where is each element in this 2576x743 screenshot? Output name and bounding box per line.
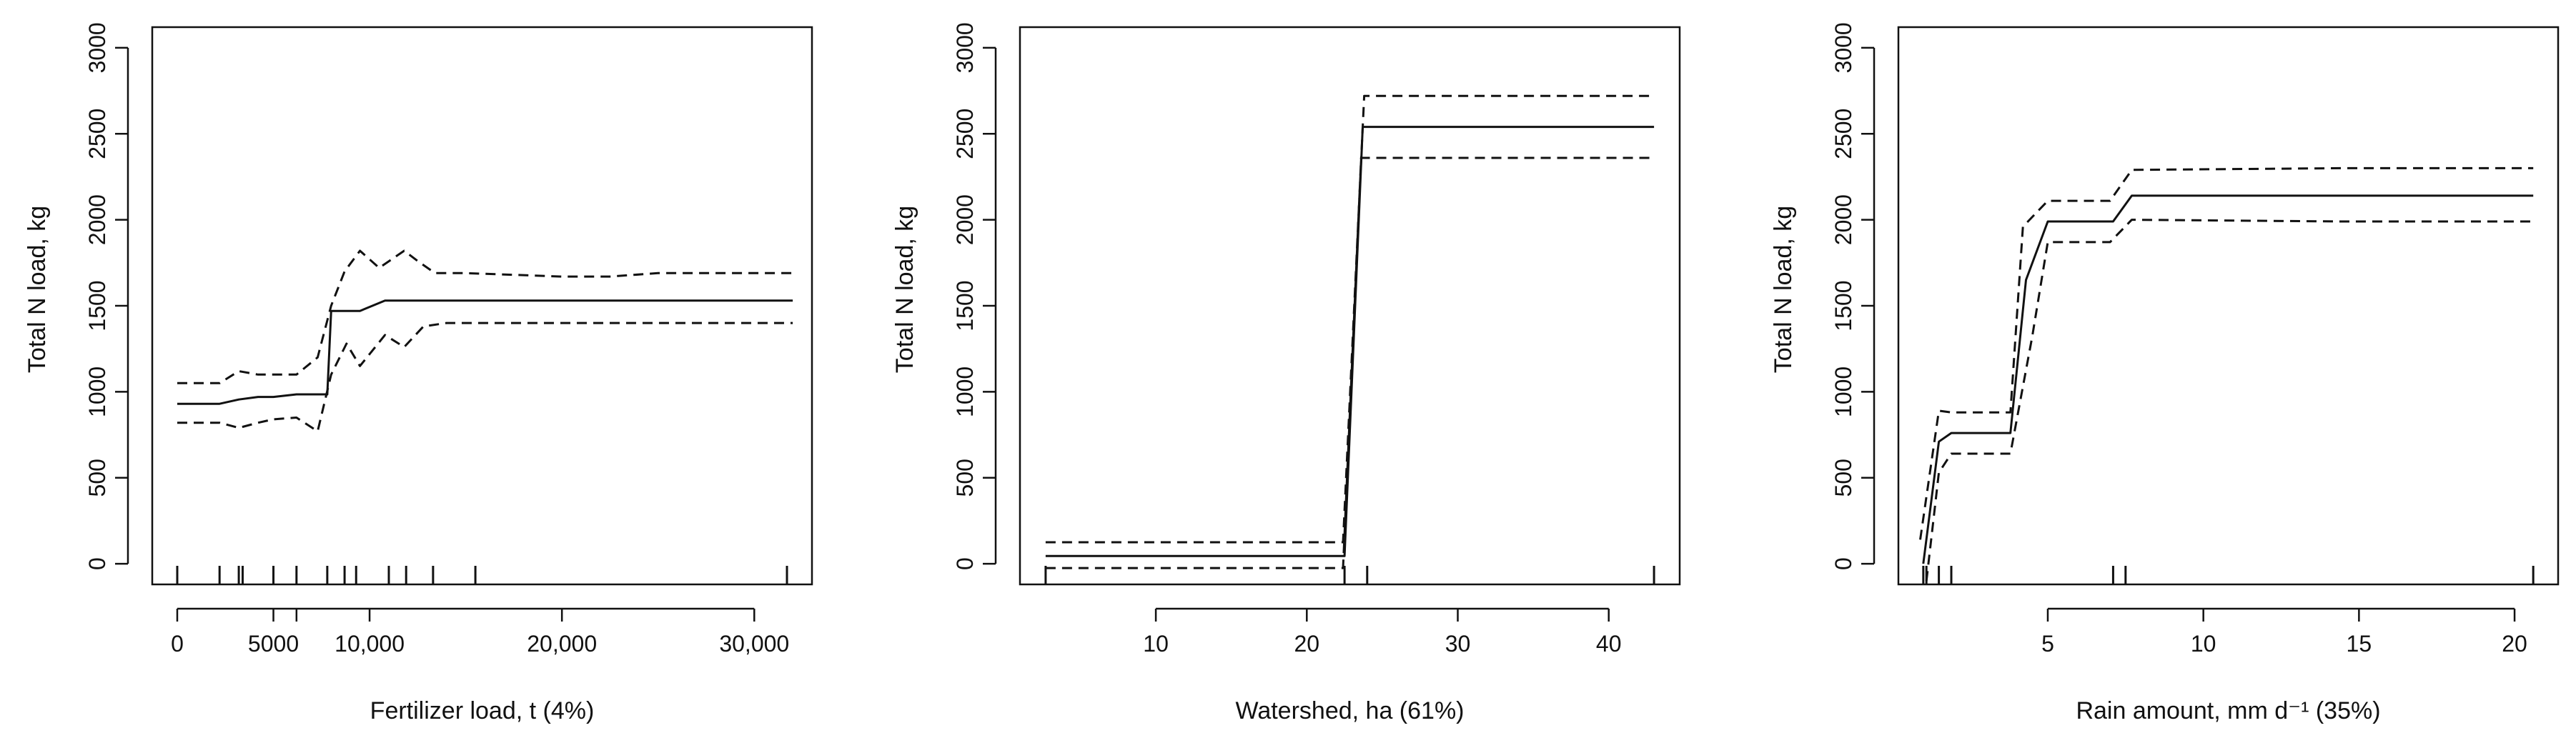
- x-tick-label: 5: [2041, 631, 2054, 657]
- panel-watershed: 10 20 30 40 0 500 1000 1500 2000 2500 3000 Watershe…: [891, 22, 1681, 724]
- x-tick-label: 40: [1596, 631, 1622, 657]
- y-tick-label: 1500: [952, 280, 978, 331]
- x-tick-label: 0: [171, 631, 184, 657]
- y-tick-label: 1500: [1831, 280, 1856, 331]
- estimate-line: [1922, 194, 2534, 564]
- plot-frame: [1019, 26, 1681, 586]
- x-tick-label: 10: [1143, 631, 1169, 657]
- panel-rain: 5 10 15 20 0 500 1000 1500 2000 2500 3000 Rain amou…: [1770, 22, 2560, 724]
- x-tick-label: 5000: [248, 631, 299, 657]
- x-tick-label: 15: [2347, 631, 2372, 657]
- confidence-band-line: [1045, 94, 1655, 544]
- y-tick-label: 0: [952, 557, 978, 570]
- y-tick-label: 1500: [84, 280, 110, 331]
- x-axis-title: Fertilizer load, t (4%): [370, 697, 595, 724]
- y-tick-label: 500: [84, 459, 110, 497]
- confidence-band-line: [177, 249, 793, 384]
- panel-fertilizer: 0 5000 10,000 20,000 30,000 0 500 1000 1500 2000 2…: [24, 22, 813, 724]
- y-axis-title: Total N load, kg: [24, 206, 51, 373]
- y-tick-label: 2000: [952, 194, 978, 245]
- x-tick-label: 10: [2191, 631, 2216, 657]
- y-tick-label: 2500: [84, 109, 110, 159]
- y-tick-label: 3000: [84, 22, 110, 73]
- confidence-band-line: [1925, 219, 2534, 582]
- y-tick-label: 1000: [84, 366, 110, 417]
- y-tick-label: 1000: [1831, 366, 1856, 417]
- x-tick-label: 30,000: [719, 631, 789, 657]
- y-tick-label: 2500: [1831, 109, 1856, 159]
- x-axis-title: Rain amount, mm d⁻¹ (35%): [2076, 697, 2380, 724]
- y-tick-label: 2000: [84, 194, 110, 245]
- x-tick-label: 20: [1294, 631, 1320, 657]
- y-tick-label: 3000: [952, 22, 978, 73]
- y-tick-label: 500: [1831, 459, 1856, 497]
- y-tick-label: 2000: [1831, 194, 1856, 245]
- y-axis-title: Total N load, kg: [1770, 206, 1797, 373]
- y-tick-label: 1000: [952, 366, 978, 417]
- plot-frame: [1897, 26, 2560, 586]
- x-tick-label: 20,000: [527, 631, 597, 657]
- confidence-band-line: [1919, 166, 2534, 540]
- confidence-band-line: [177, 321, 793, 433]
- plot-frame: [151, 26, 813, 586]
- confidence-band-line: [1045, 156, 1655, 569]
- y-tick-label: 2500: [952, 109, 978, 159]
- x-axis-title: Watershed, ha (61%): [1236, 697, 1465, 724]
- x-tick-label: 10,000: [335, 631, 405, 657]
- estimate-line: [1045, 126, 1655, 557]
- estimate-line: [177, 299, 793, 405]
- y-tick-label: 0: [1831, 557, 1856, 570]
- x-tick-label: 30: [1445, 631, 1471, 657]
- y-axis-title: Total N load, kg: [891, 206, 918, 373]
- y-tick-label: 500: [952, 459, 978, 497]
- y-tick-label: 3000: [1831, 22, 1856, 73]
- x-tick-label: 20: [2502, 631, 2527, 657]
- y-tick-label: 0: [84, 557, 110, 570]
